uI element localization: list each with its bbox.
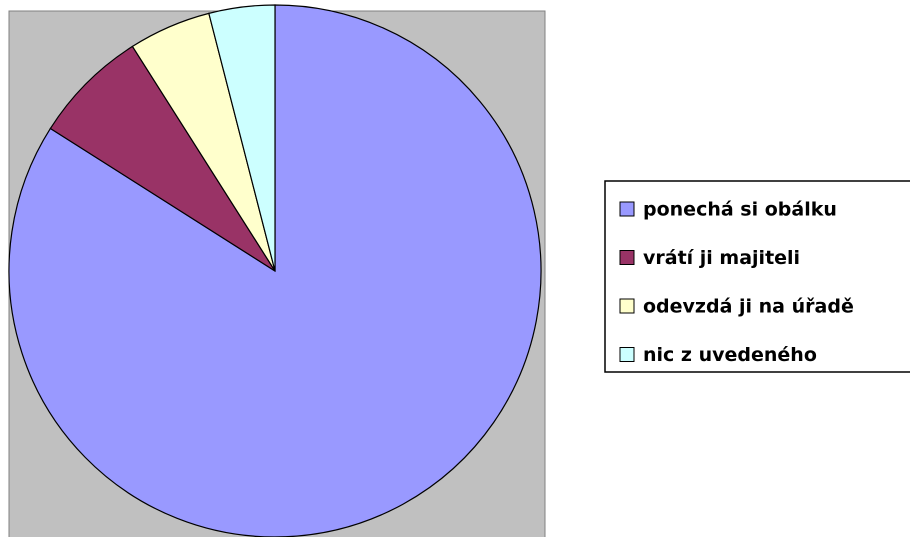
- legend-swatch: [619, 347, 635, 362]
- legend-label: nic z uvedeného: [643, 344, 817, 366]
- legend-swatch: [619, 250, 635, 265]
- legend-box: [604, 180, 910, 373]
- pie-slice: [49, 45, 276, 272]
- legend-swatch: [619, 298, 635, 314]
- legend-label: ponechá si obálku: [643, 199, 837, 221]
- legend-label: vrátí ji majiteli: [643, 247, 800, 269]
- legend-label: odevzdá ji na úřadě: [643, 296, 854, 318]
- pie-slice: [208, 4, 276, 272]
- legend-swatch: [619, 201, 635, 217]
